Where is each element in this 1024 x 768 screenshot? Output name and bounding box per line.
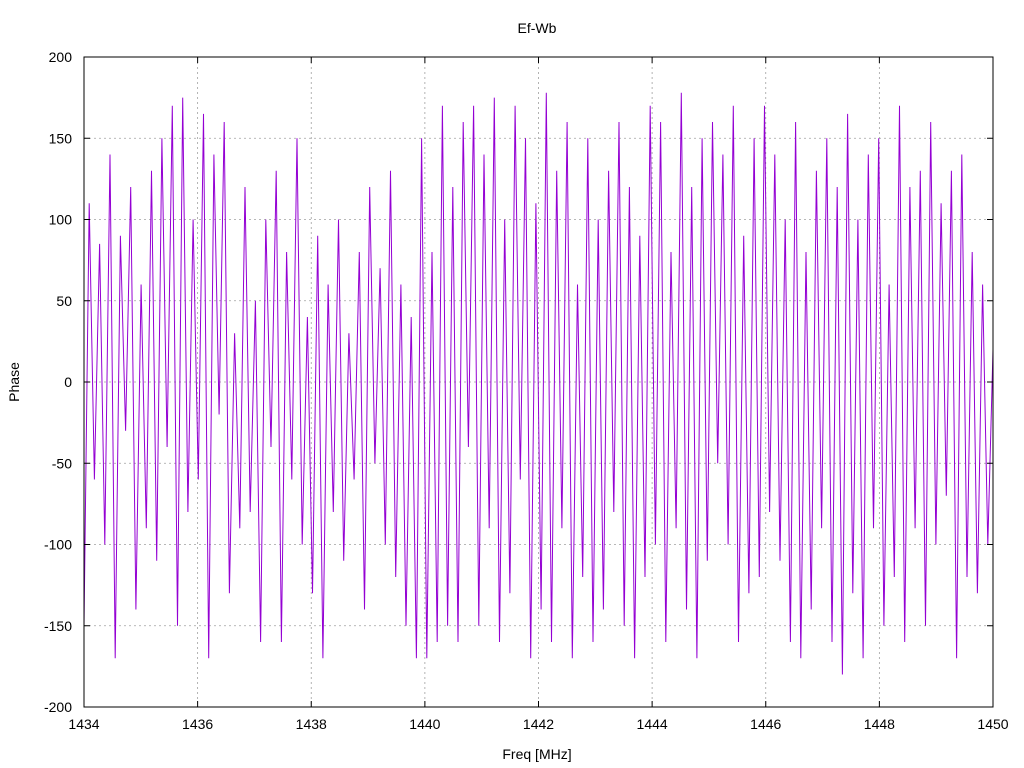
y-tick-label: 150	[49, 130, 73, 146]
x-tick-label: 1444	[637, 716, 668, 732]
x-tick-label: 1446	[750, 716, 781, 732]
y-tick-label: -100	[44, 537, 72, 553]
y-axis-label: Phase	[6, 362, 22, 402]
y-tick-label: 200	[49, 49, 73, 65]
y-tick-label: -150	[44, 618, 72, 634]
series-layer	[83, 92, 994, 675]
y-tick-label: 0	[64, 374, 72, 390]
x-tick-label: 1440	[409, 716, 440, 732]
x-tick-label: 1448	[864, 716, 895, 732]
x-axis-label: Freq [MHz]	[502, 746, 571, 762]
x-tick-label: 1438	[296, 716, 327, 732]
chart-title: Ef-Wb	[518, 20, 557, 36]
y-tick-label: -200	[44, 699, 72, 715]
x-tick-label: 1450	[977, 716, 1008, 732]
x-tick-label: 1436	[182, 716, 213, 732]
x-tick-label: 1442	[523, 716, 554, 732]
y-tick-label: -50	[52, 455, 72, 471]
y-tick-label: 50	[56, 293, 72, 309]
x-tick-label: 1434	[68, 716, 99, 732]
series-line-phase	[83, 92, 994, 675]
ticks: 1434 1436 1438 1440 1442 1444 1446 1448 1450 200 1…	[44, 49, 1009, 732]
y-tick-label: 100	[49, 212, 73, 228]
